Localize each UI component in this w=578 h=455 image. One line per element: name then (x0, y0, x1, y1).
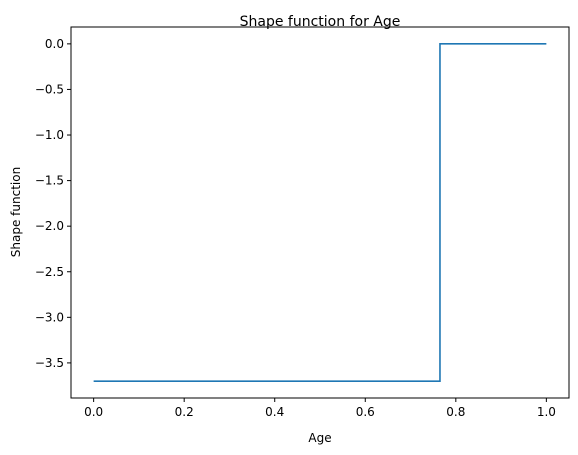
chart-title: Shape function for Age (240, 14, 401, 30)
y-tick-label: −3.5 (35, 356, 64, 370)
y-tick-label: −1.0 (35, 128, 64, 142)
series-layer (93, 43, 547, 382)
y-axis-label: Shape function (9, 167, 23, 257)
x-tick-label: 0.8 (446, 405, 465, 419)
y-tick-label: −3.0 (35, 310, 64, 324)
y-tick-label: −1.5 (35, 174, 64, 188)
ticks: 0.0 0.2 0.4 0.6 0.8 1.0 0.0 −0.5 −1.0 −1.5 −2.0 −2.… (35, 37, 556, 419)
x-axis-label: Age (308, 431, 331, 445)
series-line-0 (93, 43, 547, 382)
plot-frame (70, 26, 570, 399)
y-tick-label: −2.5 (35, 265, 64, 279)
x-tick-label: 0.2 (175, 405, 194, 419)
y-tick-label: −0.5 (35, 82, 64, 96)
x-tick-label: 0.0 (84, 405, 103, 419)
y-tick-label: −2.0 (35, 219, 64, 233)
x-tick-label: 1.0 (537, 405, 556, 419)
x-tick-label: 0.6 (356, 405, 375, 419)
x-tick-label: 0.4 (265, 405, 284, 419)
y-tick-label: 0.0 (45, 37, 64, 51)
